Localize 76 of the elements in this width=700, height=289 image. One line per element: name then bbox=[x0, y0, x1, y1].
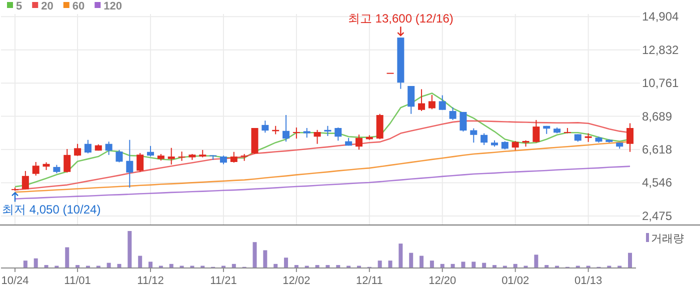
legend-label: 거래량 bbox=[651, 233, 684, 245]
candlestick bbox=[314, 129, 321, 144]
candlestick bbox=[303, 128, 310, 138]
candlestick bbox=[262, 120, 269, 134]
bar bbox=[461, 262, 466, 268]
bar bbox=[284, 258, 288, 268]
bar bbox=[409, 252, 414, 268]
bar bbox=[534, 254, 538, 268]
candlestick bbox=[438, 94, 446, 110]
candlestick bbox=[324, 125, 332, 137]
bar bbox=[263, 250, 268, 268]
x-tick-label: 12/11 bbox=[356, 275, 383, 287]
candlestick bbox=[105, 141, 112, 156]
bar bbox=[138, 256, 142, 268]
candlestick bbox=[418, 88, 426, 112]
x-tick-label: 12/02 bbox=[282, 275, 310, 287]
x-tick-label: 11/12 bbox=[137, 275, 164, 287]
x-tick-label: 11/21 bbox=[210, 275, 237, 287]
y-tick-label: 2,475 bbox=[642, 208, 672, 223]
y-tick-label: 10,761 bbox=[642, 76, 680, 90]
legend-label: 5 bbox=[16, 0, 22, 12]
bar bbox=[420, 256, 424, 268]
candlestick bbox=[532, 119, 540, 144]
candlestick bbox=[355, 134, 362, 150]
candlestick bbox=[64, 148, 71, 174]
candlestick bbox=[230, 151, 238, 164]
candlestick bbox=[282, 114, 290, 142]
legend-label: 20 bbox=[41, 0, 54, 12]
bar bbox=[148, 262, 153, 268]
candlestick bbox=[428, 94, 436, 110]
candlestick bbox=[408, 85, 415, 114]
y-tick-label: 6,618 bbox=[642, 142, 672, 157]
candlestick bbox=[460, 111, 467, 132]
bar bbox=[628, 252, 632, 268]
bar bbox=[65, 247, 70, 268]
bar bbox=[398, 244, 403, 268]
candlestick bbox=[147, 145, 154, 158]
candlestick bbox=[449, 106, 456, 120]
x-tick-label: 01/13 bbox=[574, 275, 602, 287]
bar bbox=[34, 258, 38, 268]
candlestick bbox=[292, 127, 300, 140]
candlestick bbox=[84, 139, 92, 154]
bar bbox=[23, 260, 28, 268]
y-tick-label: 14,904 bbox=[642, 10, 680, 24]
candlestick bbox=[480, 132, 488, 146]
bar bbox=[128, 231, 132, 268]
y-tick-label: 12,832 bbox=[642, 42, 680, 57]
candlestick bbox=[376, 113, 384, 140]
bar bbox=[388, 260, 392, 268]
bar bbox=[252, 242, 257, 268]
x-tick-label: 10/24 bbox=[1, 275, 29, 287]
bar bbox=[430, 260, 434, 268]
candlestick bbox=[168, 147, 175, 166]
line-series bbox=[14, 166, 631, 200]
bar bbox=[472, 262, 476, 268]
x-tick-label: 11/01 bbox=[64, 275, 91, 287]
legend-label: 60 bbox=[72, 0, 85, 12]
legend-label: 120 bbox=[104, 0, 122, 12]
annotation: 최저 4,050 (10/24) bbox=[2, 202, 101, 217]
candlestick bbox=[74, 143, 82, 156]
x-tick-label: 01/02 bbox=[502, 275, 530, 287]
candlestick bbox=[334, 127, 342, 142]
candlestick bbox=[22, 170, 29, 190]
candlestick bbox=[126, 139, 134, 188]
candlestick bbox=[116, 149, 123, 163]
candlestick bbox=[512, 140, 519, 151]
annotation: 최고 13,600 (12/16) bbox=[348, 12, 454, 26]
candlestick bbox=[626, 122, 634, 152]
y-tick-label: 4,546 bbox=[642, 176, 672, 190]
x-tick-label: 12/20 bbox=[428, 275, 456, 287]
candlestick bbox=[32, 161, 40, 176]
bar bbox=[378, 260, 382, 268]
candlestick bbox=[470, 128, 478, 144]
candlestick bbox=[136, 152, 144, 172]
candlestick bbox=[178, 151, 186, 162]
y-tick-label: 8,689 bbox=[642, 109, 672, 124]
